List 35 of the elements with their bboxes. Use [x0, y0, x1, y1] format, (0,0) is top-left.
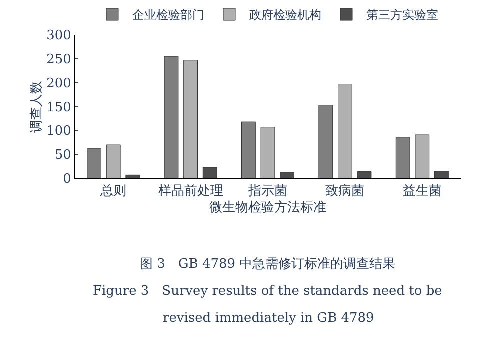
- y-axis-title: 调查人数: [30, 80, 45, 133]
- bar: [126, 174, 140, 179]
- caption: Figure 3 Survey results of the standards need to be: [93, 284, 443, 299]
- legend-label: 第三方实验室: [366, 8, 438, 22]
- bar: [396, 137, 410, 179]
- bar: [184, 60, 198, 179]
- x-tick-label: 总则: [100, 184, 127, 200]
- bar: [434, 171, 449, 179]
- y-tick-label: 50: [54, 148, 72, 164]
- x-axis-title: 微生物检验方法标准: [210, 200, 326, 216]
- bar: [415, 134, 430, 179]
- y-tick-label: 250: [46, 52, 72, 68]
- bar: [280, 172, 294, 179]
- legend-label: 政府检验机构: [250, 8, 322, 22]
- x-tick-label: 益生菌: [402, 184, 442, 200]
- bar: [338, 84, 352, 179]
- x-tick-label: 致病菌: [326, 184, 365, 200]
- y-tick-label: 300: [46, 28, 72, 44]
- bar: [357, 172, 372, 179]
- bar: [87, 148, 102, 179]
- y-tick-label: 100: [46, 124, 72, 140]
- x-tick-label: 指示菌: [248, 184, 288, 200]
- bar: [318, 105, 334, 179]
- caption: 图 3 GB 4789 中急需修订标准的调查结果: [140, 257, 396, 272]
- y-tick-label: 0: [63, 172, 72, 188]
- y-tick-label: 150: [46, 100, 72, 116]
- bar: [242, 122, 256, 179]
- bar: [202, 167, 218, 179]
- y-tick-label: 200: [46, 76, 72, 92]
- bar: [260, 127, 276, 179]
- bar: [164, 56, 179, 179]
- bar: [106, 144, 121, 179]
- x-tick-label: 样品前处理: [158, 184, 224, 200]
- legend-label: 企业检验部门: [132, 8, 204, 22]
- text: revised immediately in GB 4789: [163, 311, 374, 326]
